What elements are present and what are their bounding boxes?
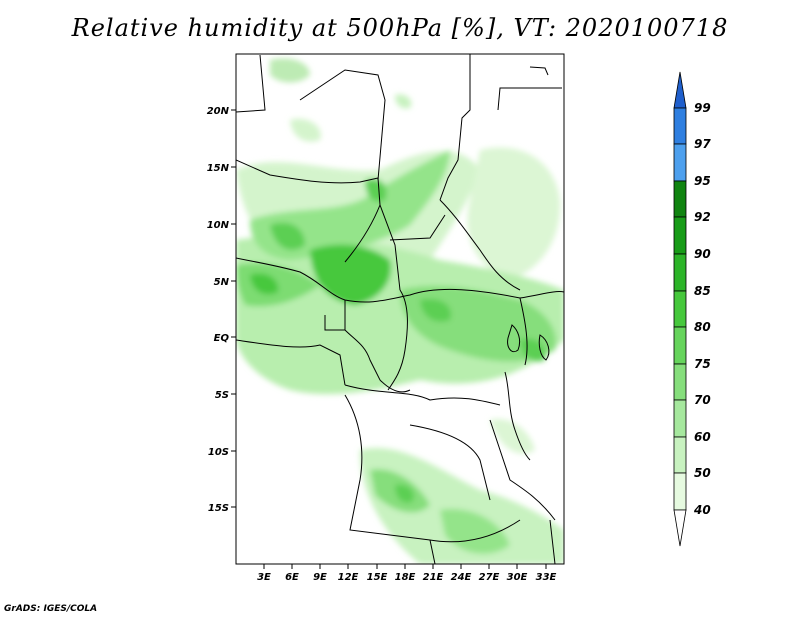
country-borders xyxy=(236,54,564,564)
lon-label: 24E xyxy=(451,572,472,583)
colorbar-segment xyxy=(673,107,687,145)
colorbar-label: 40 xyxy=(693,503,711,517)
colorbar-segment xyxy=(673,253,687,292)
colorbar-segment xyxy=(673,326,687,365)
colorbar-segment xyxy=(673,472,687,511)
lon-label: 9E xyxy=(313,572,327,583)
map-frame xyxy=(235,53,565,565)
colorbar-label: 99 xyxy=(694,101,711,115)
lon-label: 21E xyxy=(423,572,444,583)
lat-label: 15N xyxy=(207,163,230,174)
lat-label: 15S xyxy=(208,503,229,514)
lon-label: 27E xyxy=(479,572,500,583)
colorbar-segment xyxy=(673,180,687,218)
lat-label: 10N xyxy=(207,220,230,231)
lat-label: 20N xyxy=(207,106,230,117)
grads-credit: GrADS: IGES/COLA xyxy=(4,604,98,614)
lon-label: 12E xyxy=(338,572,359,583)
colorbar-label: 80 xyxy=(694,320,711,334)
colorbar-segment xyxy=(673,363,687,401)
colorbar-label: 92 xyxy=(694,210,711,224)
lat-label: 5S xyxy=(215,390,229,401)
lat-label: 10S xyxy=(208,447,229,458)
colorbar-segment xyxy=(673,290,687,328)
latitude-axis: 20N 15N 10N 5N EQ 5S 10S 15S xyxy=(207,106,236,514)
lat-label: EQ xyxy=(214,333,230,344)
map-title: Relative humidity at 500hPa [%], VT: 202… xyxy=(71,14,729,42)
colorbar-segment xyxy=(673,216,687,255)
colorbar-label: 70 xyxy=(694,393,711,407)
colorbar-segment xyxy=(673,143,687,182)
lon-label: 30E xyxy=(507,572,528,583)
colorbar-label: 97 xyxy=(694,137,711,151)
colorbar-label: 60 xyxy=(694,430,711,444)
colorbar-segment xyxy=(673,436,687,474)
colorbar-label: 75 xyxy=(694,357,711,371)
colorbar-top-arrow xyxy=(673,71,687,109)
lat-label: 5N xyxy=(214,277,230,288)
colorbar-label: 95 xyxy=(694,174,711,188)
colorbar-label: 90 xyxy=(694,247,711,261)
colorbar-label: 85 xyxy=(694,284,711,298)
lon-label: 15E xyxy=(367,572,388,583)
colorbar: 99 97 95 92 90 85 80 75 70 60 50 40 xyxy=(673,71,711,547)
lon-label: 3E xyxy=(257,572,271,583)
lon-label: 6E xyxy=(285,572,299,583)
colorbar-bottom-arrow xyxy=(673,509,687,547)
colorbar-segment xyxy=(673,399,687,438)
lon-label: 18E xyxy=(395,572,416,583)
colorbar-label: 50 xyxy=(694,466,711,480)
longitude-axis: 3E 6E 9E 12E 15E 18E 21E 24E 27E 30E 33E xyxy=(257,564,557,583)
lon-label: 33E xyxy=(536,572,557,583)
humidity-field xyxy=(236,58,564,564)
